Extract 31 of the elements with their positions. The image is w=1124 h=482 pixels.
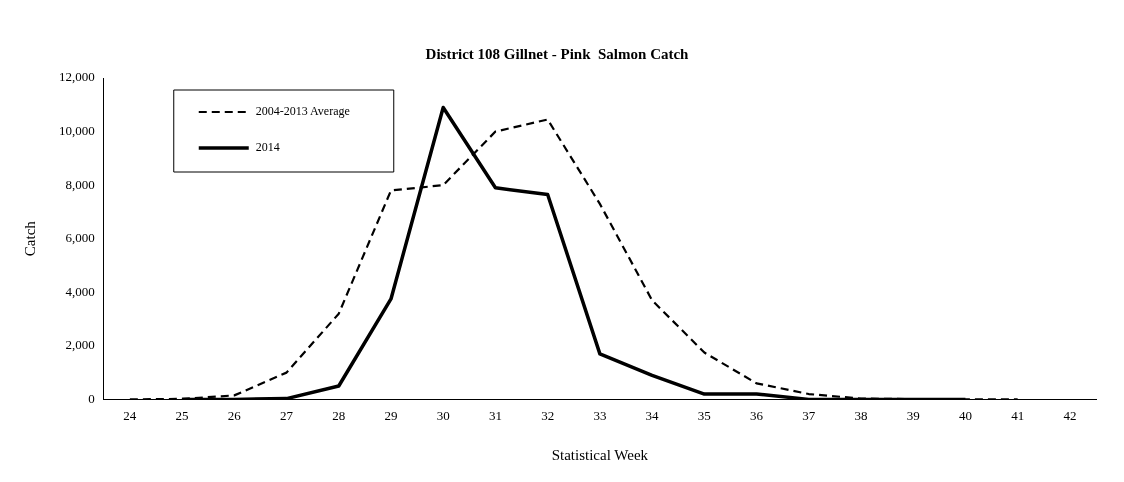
y-tick-label: 0 <box>88 390 95 406</box>
x-tick-label: 34 <box>645 407 660 423</box>
x-tick-label: 39 <box>906 407 920 423</box>
x-tick-label: 28 <box>332 407 346 423</box>
x-tick-label: 30 <box>436 407 450 423</box>
x-tick-label: 35 <box>697 407 711 423</box>
x-tick-label: 31 <box>488 407 502 423</box>
x-tick-label: 41 <box>1011 407 1025 423</box>
x-tick-label: 24 <box>123 407 137 423</box>
legend-label: 2014 <box>255 140 280 155</box>
chart-title: District 108 Gillnet - Pink Salmon Catch <box>425 45 690 62</box>
x-tick-label: 37 <box>802 407 816 423</box>
x-tick-label: 42 <box>1063 407 1077 423</box>
x-tick-label: 36 <box>750 407 764 423</box>
y-tick-label: 6,000 <box>65 230 95 246</box>
x-tick-label: 32 <box>541 407 555 423</box>
x-tick-label: 40 <box>958 407 972 423</box>
x-tick-label: 25 <box>175 407 189 423</box>
x-tick-label: 26 <box>227 407 242 423</box>
x-tick-label: 38 <box>854 407 868 423</box>
y-tick-label: 10,000 <box>59 122 95 138</box>
x-axis-title: Statistical Week <box>551 446 649 463</box>
y-tick-label: 8,000 <box>65 176 95 192</box>
x-tick-label: 27 <box>280 407 294 423</box>
x-tick-label: 33 <box>593 407 607 423</box>
x-tick-label: 29 <box>384 407 398 423</box>
y-tick-label: 4,000 <box>65 283 95 299</box>
y-tick-label: 12,000 <box>59 69 95 85</box>
legend-label: 2004-2013 Average <box>255 104 350 119</box>
y-tick-label: 2,000 <box>65 337 95 353</box>
y-axis-title: Catch <box>21 220 38 257</box>
